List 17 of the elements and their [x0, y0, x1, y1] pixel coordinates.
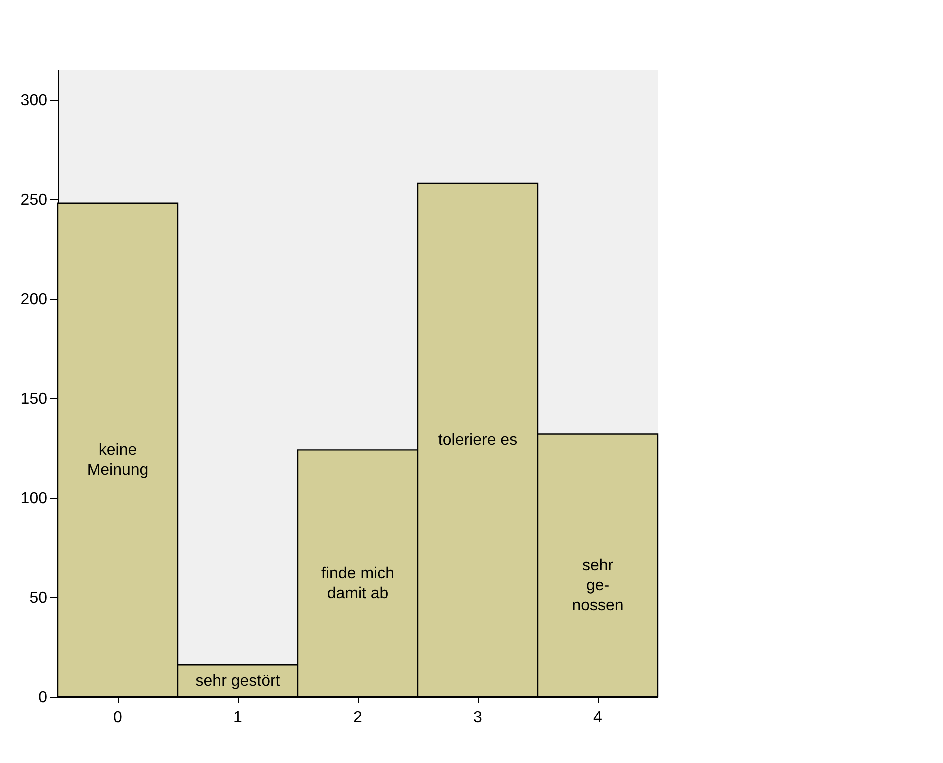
y-tick-label: 200	[20, 291, 48, 308]
annotation: finde mich damit ab	[322, 566, 394, 603]
x-tick-label: 2	[354, 710, 363, 726]
x-tick-label: 1	[234, 710, 243, 726]
annotation: sehr ge- nossen	[572, 558, 624, 615]
y-tick-label: 250	[20, 192, 48, 209]
y-tick-label: 300	[20, 92, 48, 110]
y-tick-label: 100	[20, 490, 48, 508]
x-tick-label: 0	[114, 710, 123, 726]
y-tick-label: 50	[30, 590, 48, 607]
y-tick-label: 0	[38, 690, 48, 706]
annotation: keine Meinung	[87, 442, 149, 480]
annotation: sehr gestört	[196, 673, 281, 690]
x-tick-label: 3	[474, 710, 483, 726]
x-tick-label: 4	[594, 710, 603, 726]
annotation: toleriere es	[438, 432, 518, 450]
y-tick-label: 150	[20, 390, 48, 408]
